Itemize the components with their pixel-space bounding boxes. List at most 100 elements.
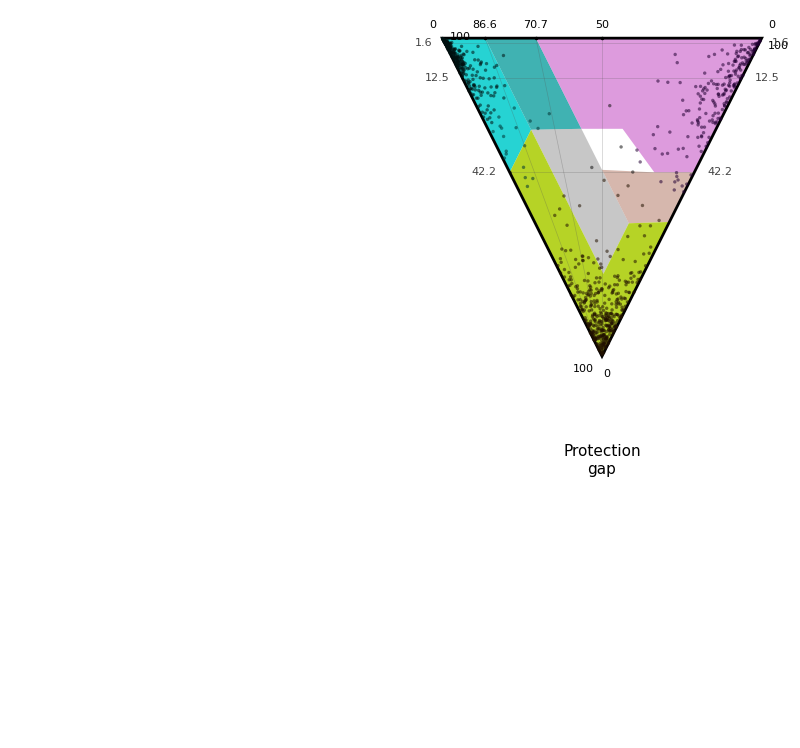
- Point: [663, 126, 676, 138]
- Point: [590, 331, 603, 343]
- Point: [438, 36, 451, 48]
- Point: [498, 130, 510, 142]
- Point: [561, 219, 574, 231]
- Point: [594, 325, 607, 337]
- Point: [750, 37, 762, 49]
- Point: [742, 56, 754, 68]
- Point: [602, 282, 615, 294]
- Point: [716, 89, 729, 101]
- Point: [612, 287, 625, 299]
- Point: [451, 49, 464, 61]
- Point: [607, 283, 620, 295]
- Point: [489, 87, 502, 99]
- Point: [592, 323, 605, 335]
- Point: [563, 279, 576, 291]
- Point: [630, 144, 643, 156]
- Point: [582, 321, 595, 333]
- Point: [564, 271, 577, 283]
- Point: [597, 328, 610, 340]
- Point: [727, 79, 740, 91]
- Point: [591, 253, 604, 265]
- Point: [606, 318, 618, 330]
- Point: [600, 319, 613, 331]
- Point: [598, 331, 611, 343]
- Point: [600, 313, 613, 325]
- Point: [603, 320, 616, 332]
- Point: [674, 76, 686, 88]
- Point: [598, 333, 610, 345]
- Point: [610, 308, 623, 320]
- Point: [442, 43, 454, 55]
- Point: [712, 112, 725, 124]
- Point: [574, 294, 586, 306]
- Point: [602, 311, 614, 323]
- Point: [438, 36, 451, 48]
- Point: [742, 55, 754, 67]
- Point: [437, 34, 450, 46]
- Point: [698, 88, 711, 99]
- Point: [599, 315, 612, 327]
- Point: [579, 295, 592, 307]
- Polygon shape: [536, 38, 762, 172]
- Point: [603, 99, 616, 111]
- Point: [458, 49, 470, 61]
- Point: [457, 65, 470, 77]
- Point: [474, 86, 486, 98]
- Point: [452, 62, 465, 74]
- Point: [454, 64, 467, 76]
- Point: [720, 84, 733, 96]
- Point: [447, 47, 460, 59]
- Point: [734, 73, 747, 85]
- Point: [467, 80, 480, 92]
- Point: [611, 279, 624, 291]
- Point: [695, 130, 708, 142]
- Point: [478, 107, 491, 119]
- Point: [493, 111, 506, 123]
- Point: [698, 121, 711, 133]
- Point: [450, 47, 462, 59]
- Point: [586, 328, 598, 340]
- Point: [670, 171, 683, 183]
- Point: [440, 37, 453, 49]
- Point: [475, 56, 488, 68]
- Point: [603, 334, 616, 346]
- Point: [450, 58, 462, 70]
- Point: [488, 104, 501, 116]
- Text: 0: 0: [768, 20, 775, 30]
- Point: [437, 34, 450, 46]
- Point: [596, 301, 609, 313]
- Point: [554, 203, 566, 215]
- Point: [442, 37, 454, 49]
- Text: 0: 0: [429, 20, 436, 30]
- Point: [464, 88, 477, 99]
- Point: [455, 54, 468, 66]
- Point: [742, 41, 755, 53]
- Point: [591, 326, 604, 338]
- Point: [705, 75, 718, 87]
- Point: [562, 266, 575, 278]
- Point: [685, 169, 698, 181]
- Point: [595, 339, 608, 351]
- Point: [732, 70, 745, 82]
- Point: [583, 280, 596, 292]
- Point: [568, 289, 581, 301]
- Point: [591, 321, 604, 333]
- Point: [577, 305, 590, 317]
- Point: [595, 348, 608, 360]
- Point: [440, 36, 453, 48]
- Point: [629, 256, 642, 268]
- Point: [454, 52, 467, 64]
- Point: [454, 61, 466, 73]
- Point: [729, 66, 742, 78]
- Point: [600, 331, 613, 343]
- Point: [443, 44, 456, 56]
- Point: [601, 332, 614, 344]
- Point: [453, 64, 466, 76]
- Point: [457, 58, 470, 70]
- Point: [602, 310, 615, 322]
- Point: [449, 48, 462, 60]
- Point: [462, 85, 475, 97]
- Point: [438, 35, 450, 47]
- Point: [597, 334, 610, 346]
- Point: [598, 289, 611, 301]
